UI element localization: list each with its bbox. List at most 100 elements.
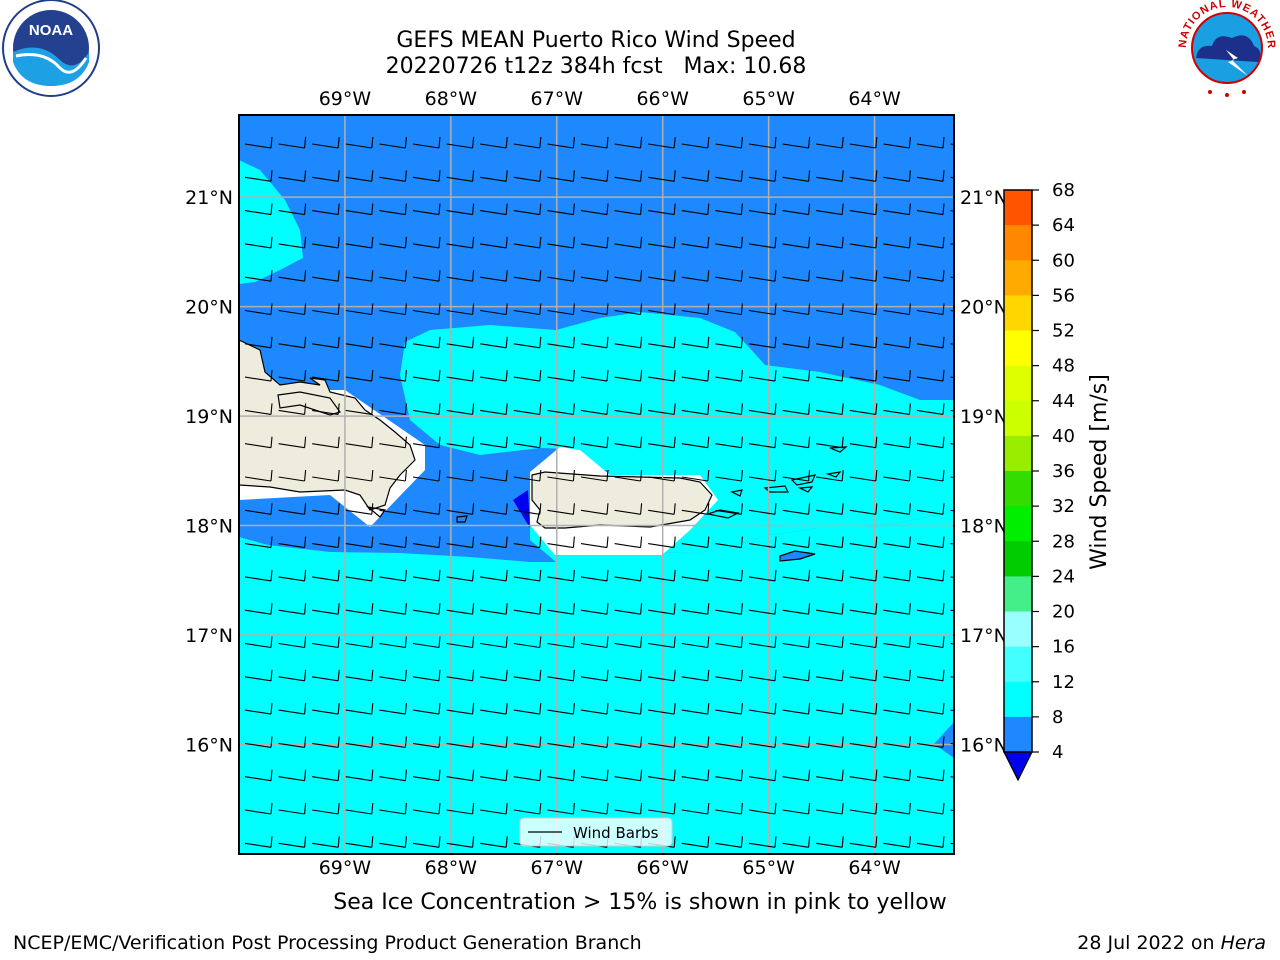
wind-barb	[480, 736, 508, 748]
wind-barb	[244, 436, 273, 449]
wind-barb	[345, 736, 374, 748]
lon-label: 64°W	[848, 88, 901, 110]
wind-barb	[648, 170, 676, 182]
wind-barb	[782, 703, 811, 715]
wind-barb	[748, 336, 777, 349]
wind-barb	[715, 769, 743, 782]
wind-barb	[278, 836, 307, 848]
wind-barb	[715, 236, 743, 249]
wind-barb	[312, 303, 340, 316]
wind-barb	[580, 603, 609, 615]
wind-barb	[446, 370, 475, 382]
wind-barb	[648, 403, 676, 415]
wind-barb	[446, 669, 475, 682]
wind-barb	[849, 836, 878, 848]
wind-barb	[547, 503, 575, 515]
wind-barb	[748, 669, 777, 682]
footer-machine: Hera	[1220, 932, 1266, 954]
colorbar-segment	[1004, 295, 1032, 331]
wind-barb	[816, 536, 844, 549]
wind-barb	[244, 370, 273, 382]
wind-barb	[816, 636, 844, 649]
wind-barb	[648, 802, 676, 815]
wind-barb	[782, 669, 811, 682]
wind-barb	[278, 669, 307, 682]
colorbar-segment	[1004, 435, 1032, 472]
colorbar-segment	[1004, 681, 1032, 718]
wind-barb	[446, 336, 475, 349]
wind-barb	[480, 170, 508, 182]
wind-barb	[816, 469, 844, 482]
wind-barb	[244, 236, 273, 249]
wind-barb	[782, 336, 811, 349]
wind-barb	[412, 769, 441, 782]
chart-title: GEFS MEAN Puerto Rico Wind Speed	[396, 28, 796, 53]
wind-barb	[883, 270, 911, 282]
wind-barb	[513, 603, 542, 615]
wind-barb	[345, 503, 374, 515]
wind-barb	[883, 336, 911, 349]
wind-barb	[513, 802, 542, 815]
wind-barb	[816, 136, 844, 149]
wind-barb	[883, 170, 911, 182]
wind-barb	[715, 603, 743, 615]
wind-barb	[916, 370, 945, 382]
wind-barb	[916, 303, 945, 316]
wind-barb	[916, 170, 945, 182]
wind-barb	[681, 736, 710, 748]
wind-barb	[312, 569, 340, 582]
wind-barb	[614, 436, 643, 449]
wind-barb	[648, 636, 676, 649]
wind-barb	[278, 336, 307, 349]
lon-label: 67°W	[531, 88, 584, 110]
wind-barb	[412, 536, 441, 549]
wind-barb	[748, 303, 777, 316]
wind-barb	[648, 603, 676, 615]
wind-barb	[446, 802, 475, 815]
wind-barb	[648, 270, 676, 282]
wind-barb	[916, 636, 945, 649]
colorbar-tick-label: 52	[1052, 321, 1075, 342]
wind-barb	[648, 469, 676, 482]
wind-barb	[580, 802, 609, 815]
wind-barb	[412, 669, 441, 682]
wind-barb	[916, 203, 945, 216]
wind-barb	[681, 370, 710, 382]
wind-barb	[614, 569, 643, 582]
colorbar-segment	[1004, 471, 1032, 507]
lat-label: 19°N	[960, 406, 1008, 428]
wind-barb	[547, 469, 575, 482]
wind-barb	[681, 636, 710, 649]
colorbar-segment	[1004, 506, 1032, 542]
wind-barb	[782, 569, 811, 582]
colorbar-segment	[1004, 190, 1032, 226]
lon-label: 68°W	[425, 857, 478, 879]
wind-barb	[715, 303, 743, 316]
wind-barb	[379, 303, 407, 316]
wind-speed-field	[239, 115, 954, 854]
wind-barb	[446, 569, 475, 582]
wind-barb	[345, 769, 374, 782]
wind-barb	[379, 536, 407, 549]
colorbar-tick-label: 8	[1052, 707, 1063, 728]
wind-barb	[883, 203, 911, 216]
wind-barb	[782, 469, 811, 482]
lat-label: 17°N	[960, 625, 1008, 647]
wind-barb	[748, 836, 777, 848]
colorbar-tick-label: 12	[1052, 672, 1075, 693]
wind-barb	[480, 569, 508, 582]
wind-barb	[816, 736, 844, 748]
wind-barbs	[244, 136, 954, 848]
wind-barb	[412, 802, 441, 815]
wind-barb	[547, 536, 575, 549]
wind-barb	[748, 236, 777, 249]
wind-barb	[412, 136, 441, 149]
wind-barb	[580, 370, 609, 382]
wind-barb	[446, 403, 475, 415]
colorbar-tick-label: 56	[1052, 285, 1075, 306]
colorbar-segment	[1004, 225, 1032, 261]
wind-barb	[379, 370, 407, 382]
wind-barb	[278, 703, 307, 715]
wind-barb	[278, 436, 307, 449]
legend-label: Wind Barbs	[573, 824, 659, 842]
